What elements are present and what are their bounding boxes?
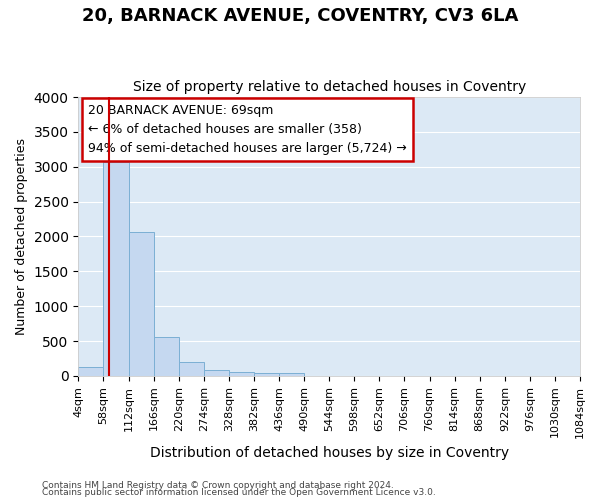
Bar: [79, 367, 103, 376]
Bar: [128, 232, 154, 376]
Bar: [254, 373, 279, 376]
Text: Contains HM Land Registry data © Crown copyright and database right 2024.: Contains HM Land Registry data © Crown c…: [42, 480, 394, 490]
Text: 20, BARNACK AVENUE, COVENTRY, CV3 6LA: 20, BARNACK AVENUE, COVENTRY, CV3 6LA: [82, 8, 518, 26]
Bar: [103, 162, 128, 376]
Title: Size of property relative to detached houses in Coventry: Size of property relative to detached ho…: [133, 80, 526, 94]
Bar: [154, 337, 179, 376]
Y-axis label: Number of detached properties: Number of detached properties: [15, 138, 28, 335]
Bar: [204, 370, 229, 376]
Bar: [179, 362, 204, 376]
Text: 20 BARNACK AVENUE: 69sqm
← 6% of detached houses are smaller (358)
94% of semi-d: 20 BARNACK AVENUE: 69sqm ← 6% of detache…: [88, 104, 407, 155]
Bar: [229, 372, 254, 376]
Text: Contains public sector information licensed under the Open Government Licence v3: Contains public sector information licen…: [42, 488, 436, 497]
X-axis label: Distribution of detached houses by size in Coventry: Distribution of detached houses by size …: [149, 446, 509, 460]
Bar: [279, 373, 304, 376]
